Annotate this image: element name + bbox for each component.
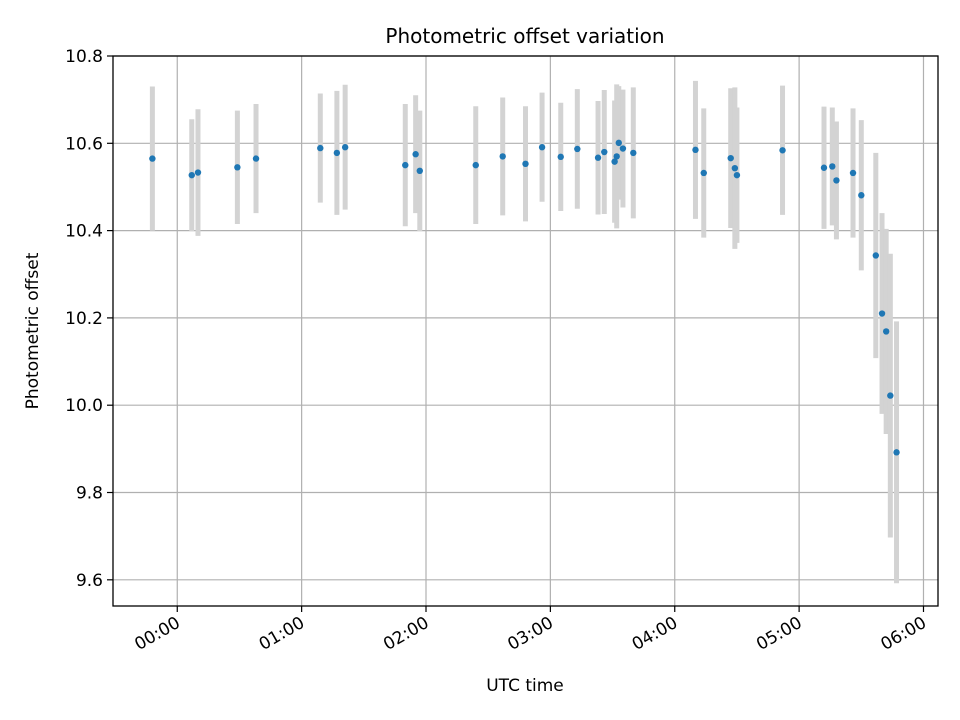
data-point: [402, 161, 409, 169]
data-point: [630, 149, 637, 157]
data-point: [882, 328, 890, 335]
data-point: [820, 164, 828, 171]
data-point: [412, 151, 419, 158]
data-point: [234, 164, 241, 171]
data-point: [893, 449, 900, 456]
y-tick-label: 10.2: [65, 309, 103, 329]
x-axis-label: UTC time: [486, 676, 564, 696]
data-point: [829, 163, 836, 170]
data-point: [613, 153, 620, 160]
y-tick-label: 10.6: [65, 134, 103, 154]
point-layer: [149, 139, 900, 456]
chart-title: Photometric offset variation: [385, 24, 664, 48]
data-point: [849, 169, 857, 177]
y-tick-label: 9.6: [76, 571, 103, 591]
data-point: [727, 154, 734, 162]
data-point: [872, 252, 880, 259]
y-tick-label: 9.8: [76, 484, 103, 504]
data-point: [733, 171, 741, 179]
data-point: [333, 149, 341, 157]
y-tick-label: 10.0: [65, 396, 103, 416]
data-point: [252, 155, 260, 162]
data-point: [619, 145, 627, 152]
data-point: [522, 160, 529, 168]
data-point: [858, 192, 865, 199]
data-point: [194, 169, 202, 176]
data-point: [557, 153, 564, 161]
data-point: [538, 144, 546, 151]
data-point: [472, 161, 479, 169]
y-tick-label: 10.8: [65, 47, 103, 67]
data-point: [887, 392, 894, 399]
y-axis-label: Photometric offset: [23, 252, 43, 409]
data-point: [833, 177, 840, 184]
data-point: [317, 144, 324, 152]
data-point: [878, 310, 886, 317]
data-point: [416, 167, 423, 175]
data-point: [499, 153, 506, 160]
data-point: [615, 139, 622, 147]
data-point: [574, 145, 581, 153]
data-point: [611, 158, 618, 165]
data-point: [341, 144, 349, 151]
data-point: [700, 169, 707, 177]
data-point: [779, 147, 786, 154]
data-point: [601, 148, 608, 156]
plot-frame: [112, 55, 939, 607]
data-point: [594, 154, 602, 161]
data-point: [149, 155, 156, 162]
y-tick-label: 10.4: [65, 222, 103, 242]
data-point: [188, 171, 195, 179]
data-point: [692, 146, 699, 154]
data-point: [731, 164, 739, 172]
